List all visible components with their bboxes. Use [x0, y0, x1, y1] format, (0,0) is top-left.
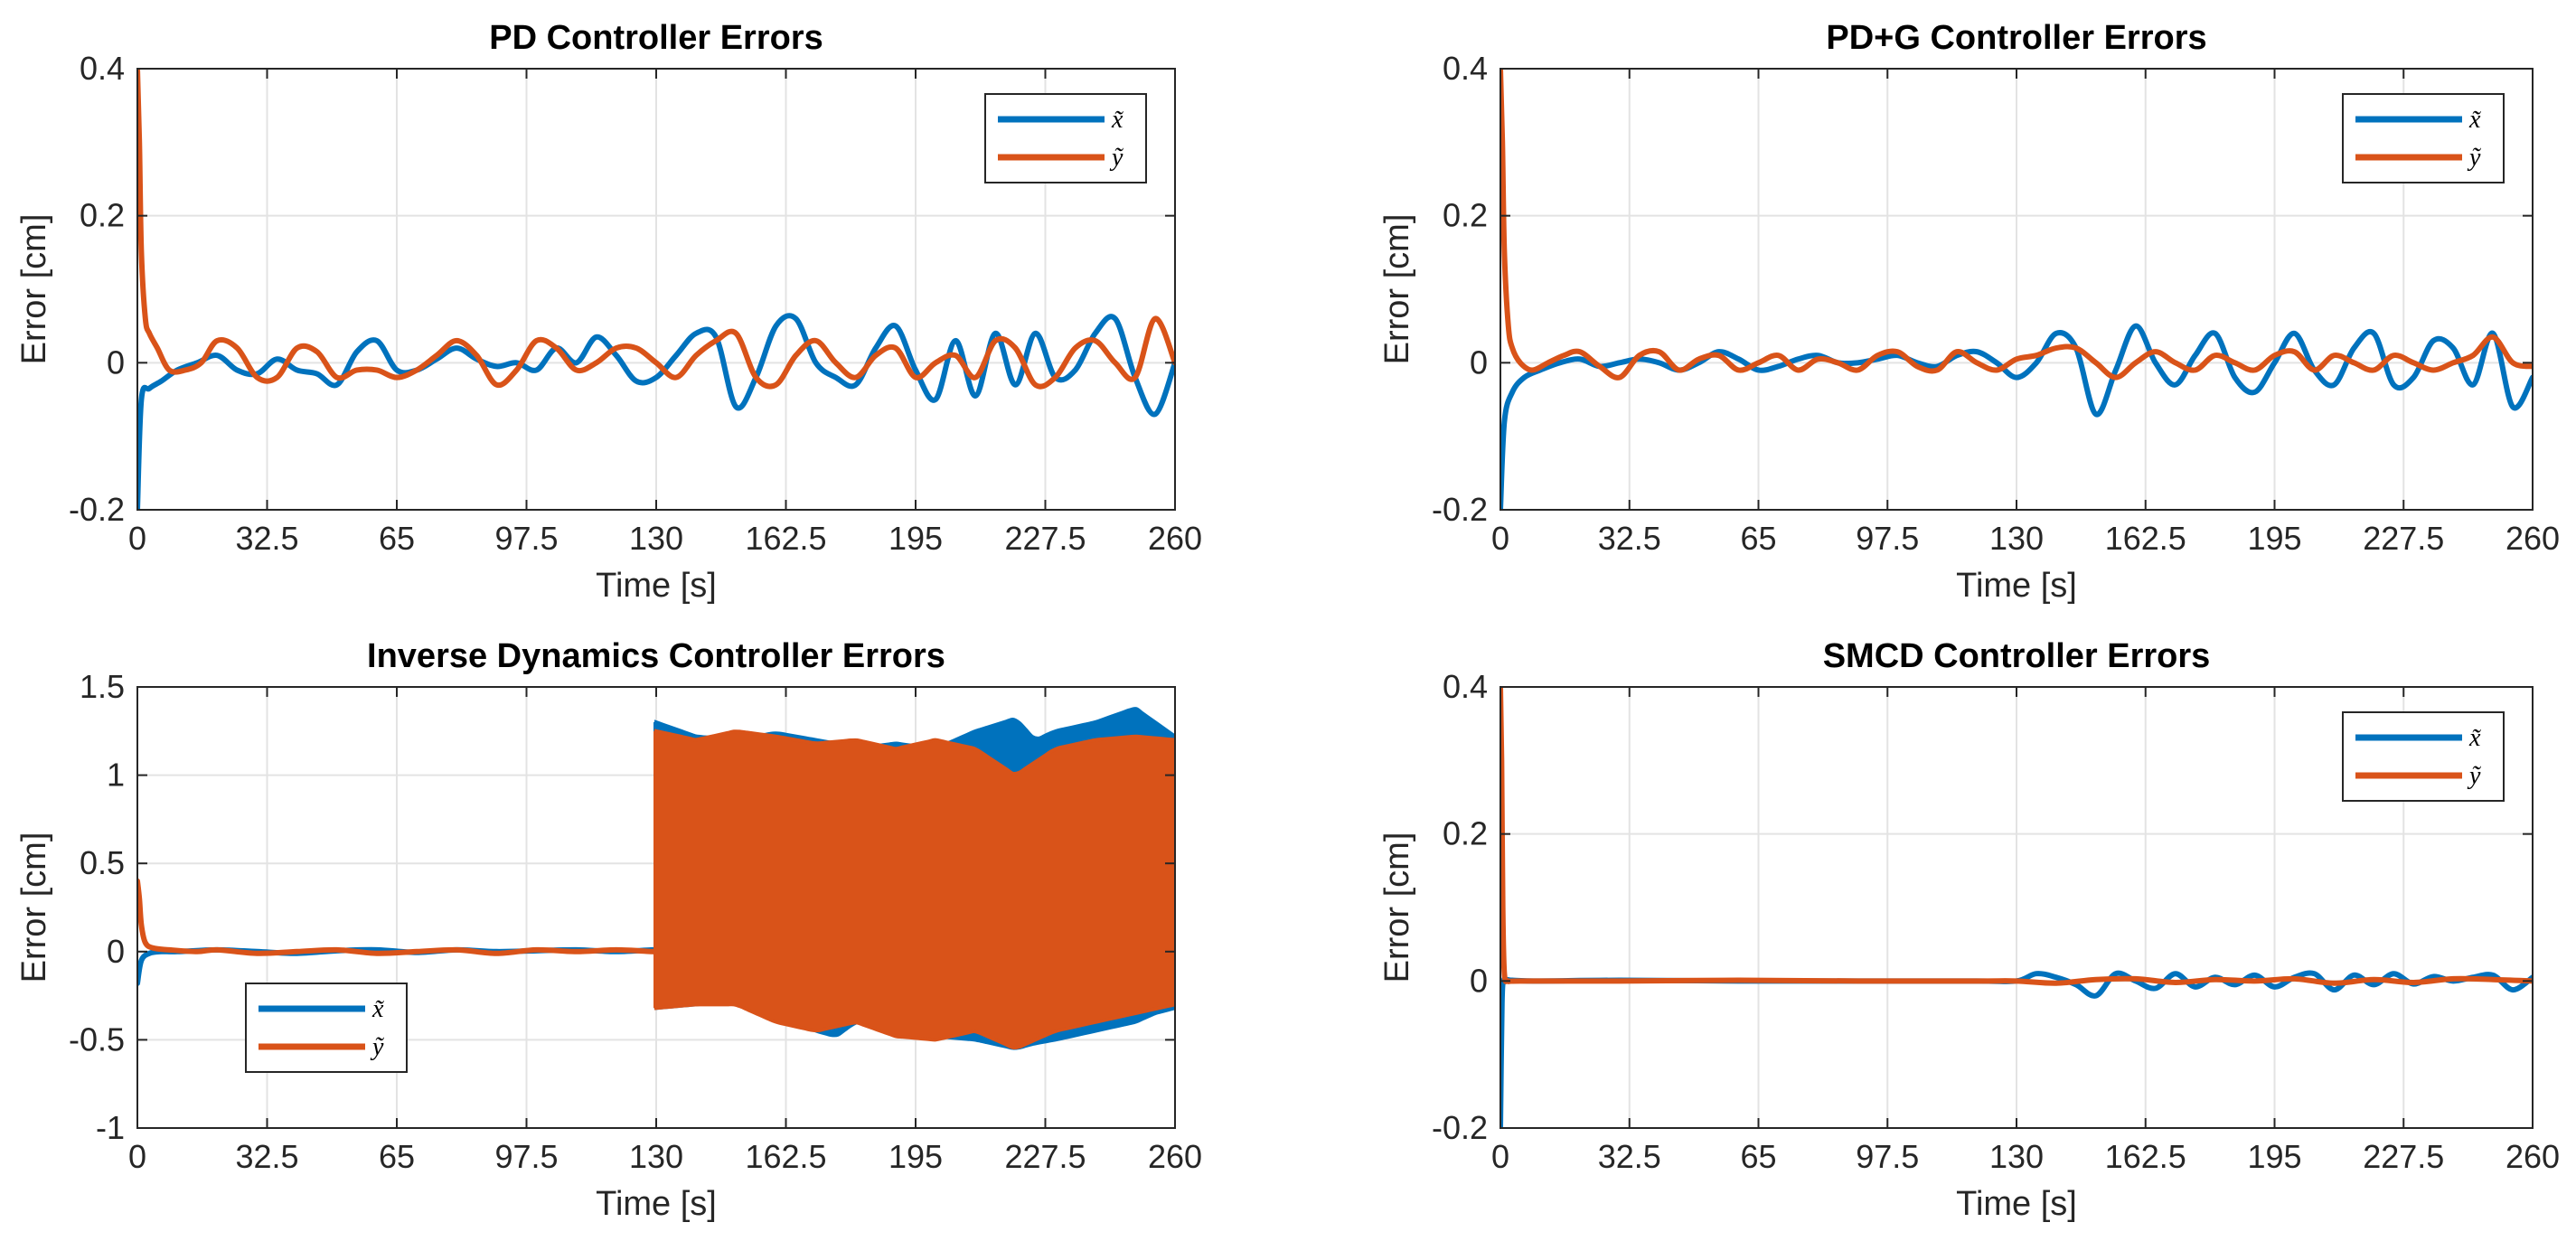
- legend-label-0: x̃: [371, 995, 385, 1023]
- legend: x̃ ỹ: [984, 93, 1147, 183]
- x-tick-label: 32.5: [235, 520, 298, 557]
- legend-label-1: ỹ: [370, 1033, 385, 1061]
- x-tick-label: 65: [1740, 1138, 1776, 1175]
- y-tick-label: 0.4: [1443, 50, 1488, 87]
- x-tick-label: 227.5: [2363, 520, 2444, 557]
- y-tick-label: 0.2: [80, 197, 125, 234]
- subplot-pdg: 0 32.5 65 97.5 130 162.5 195 227.5 260-0.200.20.…: [1378, 19, 2560, 605]
- x-tick-label: 65: [379, 1138, 415, 1175]
- x-tick-label: 162.5: [745, 520, 826, 557]
- legend: x̃ ỹ: [2342, 711, 2505, 802]
- y-tick-label: 0: [1470, 343, 1488, 381]
- series-line-1: [1500, 69, 2533, 381]
- y-tick-label: 0: [1470, 962, 1488, 999]
- legend-box: [984, 93, 1147, 183]
- y-tick-label: -0.2: [69, 491, 125, 528]
- chart-title: SMCD Controller Errors: [1823, 637, 2211, 675]
- x-tick-label: 0: [128, 520, 146, 557]
- legend-box: [2342, 711, 2505, 802]
- series-line-0: [137, 313, 1175, 510]
- x-tick-label: 130: [1989, 520, 2044, 557]
- y-axis-label: Error [cm]: [15, 832, 53, 983]
- legend: x̃ ỹ: [2342, 93, 2505, 183]
- data-layer: [137, 69, 1175, 510]
- y-tick-label: -0.5: [69, 1020, 125, 1058]
- y-tick-label: 0: [107, 343, 125, 381]
- x-tick-label: 130: [629, 1138, 683, 1175]
- series-line-0: [1500, 323, 2533, 510]
- x-tick-label: 162.5: [2105, 520, 2186, 557]
- x-tick-label: 260: [2505, 1138, 2560, 1175]
- series-line-1: [137, 878, 660, 956]
- y-tick-label: 0.2: [1443, 197, 1488, 234]
- x-tick-label: 162.5: [2105, 1138, 2186, 1175]
- x-tick-label: 32.5: [1598, 1138, 1661, 1175]
- y-tick-label: -1: [96, 1109, 125, 1146]
- x-tick-label: 0: [1491, 1138, 1509, 1175]
- y-tick-label: 0.5: [80, 844, 125, 881]
- y-tick-label: -0.2: [1432, 491, 1488, 528]
- x-tick-label: 162.5: [745, 1138, 826, 1175]
- y-tick-label: 1.5: [80, 668, 125, 705]
- x-tick-label: 260: [1148, 520, 1202, 557]
- series-line-1: [137, 69, 1175, 390]
- x-tick-label: 97.5: [1856, 1138, 1919, 1175]
- y-tick-label: 0.2: [1443, 815, 1488, 852]
- data-layer: [137, 707, 1175, 1050]
- x-axis-label: Time [s]: [1956, 567, 2077, 605]
- x-tick-label: 195: [888, 520, 943, 557]
- y-axis-label: Error [cm]: [1378, 214, 1416, 365]
- x-tick-label: 227.5: [1004, 520, 1086, 557]
- legend-label-1: ỹ: [2467, 144, 2482, 172]
- x-tick-label: 260: [2505, 520, 2560, 557]
- legend-label-1: ỹ: [1109, 144, 1124, 172]
- legend-label-0: x̃: [2468, 106, 2482, 134]
- y-tick-label: 0.4: [1443, 668, 1488, 705]
- legend-label-0: x̃: [2468, 724, 2482, 752]
- legend-box: [245, 983, 408, 1073]
- x-tick-label: 65: [379, 520, 415, 557]
- legend: x̃ ỹ: [245, 983, 408, 1073]
- y-tick-label: 1: [107, 757, 125, 794]
- x-tick-label: 97.5: [494, 520, 558, 557]
- x-tick-label: 260: [1148, 1138, 1202, 1175]
- x-tick-label: 65: [1740, 520, 1776, 557]
- x-tick-label: 195: [2247, 1138, 2301, 1175]
- y-axis-label: Error [cm]: [1378, 832, 1416, 983]
- legend-box: [2342, 93, 2505, 183]
- chart-title: PD+G Controller Errors: [1826, 19, 2206, 57]
- x-tick-label: 0: [1491, 520, 1509, 557]
- x-tick-label: 97.5: [1856, 520, 1919, 557]
- x-axis-label: Time [s]: [596, 1185, 717, 1223]
- x-tick-label: 130: [1989, 1138, 2044, 1175]
- x-tick-label: 97.5: [494, 1138, 558, 1175]
- data-layer: [1500, 69, 2533, 510]
- y-tick-label: 0: [107, 933, 125, 970]
- series-oscillation-band-1: [654, 729, 1175, 1050]
- legend-label-0: x̃: [1111, 106, 1124, 134]
- subplot-pd: 0 32.5 65 97.5 130 162.5 195 227.5 260-0.200.20.…: [15, 19, 1202, 605]
- x-axis-label: Time [s]: [596, 567, 717, 605]
- x-tick-label: 195: [888, 1138, 943, 1175]
- chart-title: Inverse Dynamics Controller Errors: [367, 637, 945, 675]
- x-tick-label: 32.5: [235, 1138, 298, 1175]
- x-tick-label: 0: [128, 1138, 146, 1175]
- legend-label-1: ỹ: [2467, 762, 2482, 790]
- x-axis-label: Time [s]: [1956, 1185, 2077, 1223]
- y-tick-label: 0.4: [80, 50, 125, 87]
- subplot-smcd: 0 32.5 65 97.5 130 162.5 195 227.5 260-0.200.20.…: [1378, 637, 2560, 1223]
- x-tick-label: 195: [2247, 520, 2301, 557]
- y-tick-label: -0.2: [1432, 1109, 1488, 1146]
- x-tick-label: 227.5: [1004, 1138, 1086, 1175]
- x-tick-label: 130: [629, 520, 683, 557]
- x-tick-label: 227.5: [2363, 1138, 2444, 1175]
- x-tick-label: 32.5: [1598, 520, 1661, 557]
- y-axis-label: Error [cm]: [15, 214, 53, 365]
- chart-title: PD Controller Errors: [489, 19, 823, 57]
- subplot-inverse-dynamics: 0 32.5 65 97.5 130 162.5 195 227.5 260 -1 -0.5 0 0.5…: [15, 637, 1202, 1223]
